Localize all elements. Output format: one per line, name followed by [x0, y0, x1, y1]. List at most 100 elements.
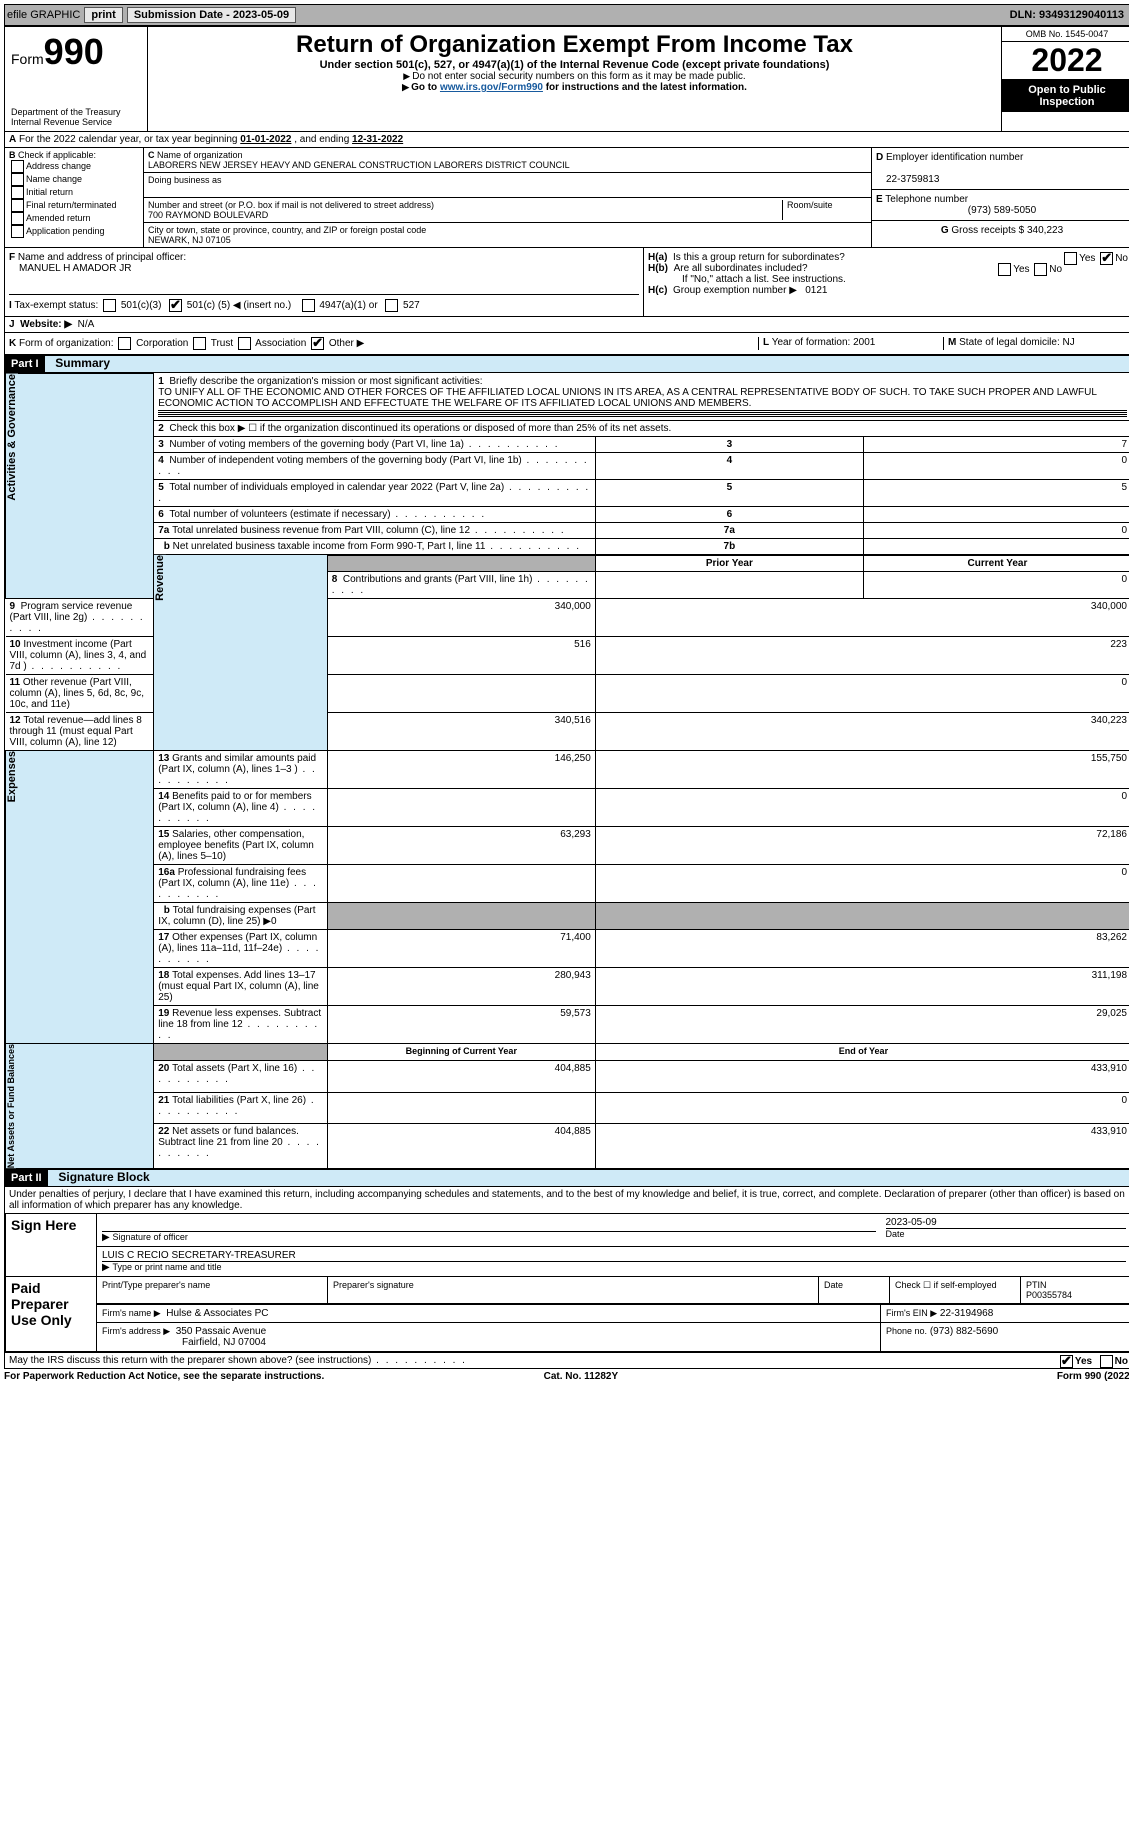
org-name: LABORERS NEW JERSEY HEAVY AND GENERAL CO… [148, 160, 570, 170]
row-16b: b Total fundraising expenses (Part IX, c… [6, 902, 1129, 929]
cat-no: Cat. No. 11282Y [544, 1371, 618, 1382]
form-number: Form990 [11, 31, 141, 73]
group-exemption: 0121 [805, 285, 827, 296]
principal-officer: MANUEL H AMADOR JR [9, 263, 131, 274]
self-employed: Check ☐ if self-employed [890, 1277, 1021, 1304]
discuss-no[interactable] [1100, 1355, 1113, 1368]
line2: Check this box ▶ ☐ if the organization d… [169, 423, 671, 434]
part1-bar: Part I Summary [5, 355, 1129, 373]
tax-exempt-label: Tax-exempt status: [14, 300, 98, 311]
chk-amended[interactable]: Amended return [9, 212, 139, 225]
block-fh: F Name and address of principal officer:… [5, 248, 1129, 317]
open-inspection: Open to Public Inspection [1002, 80, 1129, 112]
firm-phone: (973) 882-5690 [930, 1326, 998, 1337]
row-19: 19 Revenue less expenses. Subtract line … [6, 1005, 1129, 1043]
submission-date: Submission Date - 2023-05-09 [127, 7, 296, 23]
part2-bar: Part II Signature Block [5, 1169, 1129, 1187]
row-14: 14 Benefits paid to or for members (Part… [6, 788, 1129, 826]
revenue-label: Revenue [154, 555, 166, 601]
org-city: NEWARK, NJ 07105 [148, 235, 231, 245]
sig-officer-label: Signature of officer [112, 1232, 187, 1242]
row-3: 3 Number of voting members of the govern… [6, 436, 1129, 452]
officer-name: LUIS C RECIO SECRETARY-TREASURER [102, 1250, 1126, 1261]
gross-receipts: 340,223 [1027, 225, 1063, 236]
row-17: 17 Other expenses (Part IX, column (A), … [6, 929, 1129, 967]
chk-name-change[interactable]: Name change [9, 173, 139, 186]
dept-treasury: Department of the Treasury [11, 107, 141, 117]
signature-table: Sign Here ▶ Signature of officer 2023-05… [5, 1213, 1129, 1352]
form-subtitle: Under section 501(c), 527, or 4947(a)(1)… [152, 59, 997, 71]
expenses-label: Expenses [6, 751, 18, 802]
form-header: Form990 Department of the Treasury Inter… [5, 27, 1129, 132]
chk-other[interactable] [311, 337, 324, 350]
efile-topbar: efile GRAPHIC print Submission Date - 20… [4, 4, 1129, 26]
chk-4947[interactable] [302, 299, 315, 312]
sign-here: Sign Here [6, 1213, 97, 1276]
omb-number: OMB No. 1545-0047 [1002, 27, 1129, 42]
website: N/A [78, 319, 95, 330]
state-domicile: NJ [1063, 337, 1075, 348]
row-6: 6 Total number of volunteers (estimate i… [6, 506, 1129, 522]
chk-501c3[interactable] [103, 299, 116, 312]
chk-app-pending[interactable]: Application pending [9, 225, 139, 238]
discuss-yes[interactable] [1060, 1355, 1073, 1368]
ag-label: Activities & Governance [6, 374, 18, 501]
may-irs-discuss: May the IRS discuss this return with the… [5, 1352, 1129, 1368]
chk-527[interactable] [385, 299, 398, 312]
hb-yes[interactable] [998, 263, 1011, 276]
print-button[interactable]: print [84, 7, 122, 23]
ptin: P00355784 [1026, 1290, 1072, 1300]
line-j: J Website: ▶ N/A [5, 317, 1129, 333]
current-year-hdr: Current Year [863, 555, 1129, 572]
row-21: 21 Total liabilities (Part X, line 26)0 [6, 1092, 1129, 1124]
row-7b: b Net unrelated business taxable income … [6, 538, 1129, 555]
block-bcdeg: B Check if applicable: Address change Na… [5, 148, 1129, 248]
form-prefix: Form [11, 51, 44, 67]
telephone: (973) 589-5050 [876, 205, 1128, 216]
chk-501c[interactable] [169, 299, 182, 312]
irs-link[interactable]: www.irs.gov/Form990 [440, 82, 543, 93]
efile-label: efile GRAPHIC [7, 9, 80, 21]
chk-address-change[interactable]: Address change [9, 160, 139, 173]
row-5: 5 Total number of individuals employed i… [6, 479, 1129, 506]
pra-notice: For Paperwork Reduction Act Notice, see … [4, 1371, 324, 1382]
chk-trust[interactable] [193, 337, 206, 350]
name-title-label: Type or print name and title [112, 1262, 221, 1272]
firm-name: Hulse & Associates PC [166, 1308, 268, 1319]
form-title: Return of Organization Exempt From Incom… [152, 31, 997, 59]
row-7a: 7a Total unrelated business revenue from… [6, 522, 1129, 538]
ha-yes[interactable] [1064, 252, 1077, 265]
summary-table: Activities & Governance 1 Briefly descri… [5, 373, 1129, 1169]
ha-no[interactable] [1100, 252, 1113, 265]
ssn-note: Do not enter social security numbers on … [152, 71, 997, 82]
year-formation: 2001 [853, 337, 875, 348]
row-16a: 16a Professional fundraising fees (Part … [6, 864, 1129, 902]
row-18: 18 Total expenses. Add lines 13–17 (must… [6, 967, 1129, 1005]
row-20: 20 Total assets (Part X, line 16)404,885… [6, 1061, 1129, 1093]
chk-final-return[interactable]: Final return/terminated [9, 199, 139, 212]
part2-title: Signature Block [50, 1170, 149, 1184]
mission-text: TO UNIFY ALL OF THE ECONOMIC AND OTHER F… [158, 387, 1096, 409]
dln: DLN: 93493129040113 [1010, 9, 1129, 21]
form-990-num: 990 [44, 31, 104, 72]
line-klm: K Form of organization: Corporation Trus… [5, 333, 1129, 355]
firm-ein: 22-3194968 [940, 1308, 993, 1319]
form-990: Form990 Department of the Treasury Inter… [4, 26, 1129, 1369]
section-b: B Check if applicable: Address change Na… [5, 148, 144, 247]
hb-no[interactable] [1034, 263, 1047, 276]
footer: For Paperwork Reduction Act Notice, see … [4, 1369, 1129, 1384]
boy-hdr: Beginning of Current Year [327, 1043, 595, 1061]
chk-assoc[interactable] [238, 337, 251, 350]
perjury: Under penalties of perjury, I declare th… [5, 1187, 1129, 1213]
paid-preparer: Paid Preparer Use Only [6, 1276, 97, 1351]
chk-corp[interactable] [118, 337, 131, 350]
row-15: 15 Salaries, other compensation, employe… [6, 826, 1129, 864]
date-label: Date [886, 1228, 1127, 1239]
tax-year: 2022 [1002, 42, 1129, 80]
chk-initial-return[interactable]: Initial return [9, 186, 139, 199]
prep-sig-label: Preparer's signature [328, 1277, 819, 1304]
sig-date: 2023-05-09 [886, 1217, 937, 1228]
firm-addr2: Fairfield, NJ 07004 [102, 1337, 266, 1348]
part2-hdr: Part II [5, 1170, 48, 1186]
mission-label: Briefly describe the organization's miss… [169, 376, 482, 387]
